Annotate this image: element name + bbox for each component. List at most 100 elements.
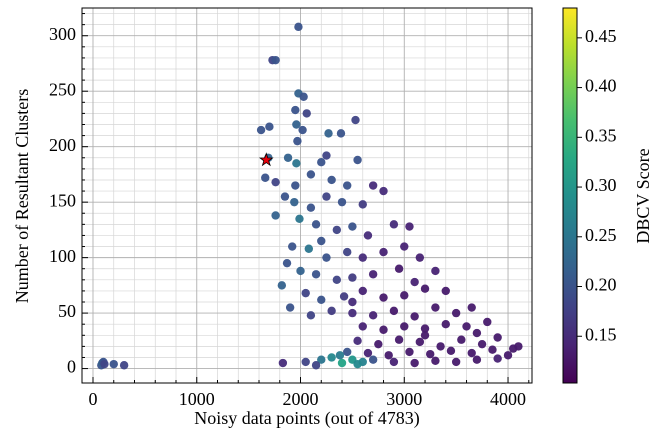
point xyxy=(358,322,367,331)
y-tick-label: 150 xyxy=(49,190,76,210)
point xyxy=(472,328,482,338)
point xyxy=(374,339,383,349)
point xyxy=(317,355,326,364)
point xyxy=(477,339,487,349)
y-tick-label: 50 xyxy=(58,301,76,321)
point xyxy=(317,295,326,304)
y-tick-label: 200 xyxy=(49,135,76,155)
point xyxy=(420,284,430,293)
point xyxy=(394,264,404,273)
plot-frame xyxy=(81,7,533,384)
point xyxy=(298,125,307,135)
point xyxy=(302,109,311,118)
point xyxy=(306,203,316,212)
point xyxy=(348,273,357,282)
point xyxy=(322,253,331,262)
point xyxy=(119,361,129,370)
highlight-star xyxy=(258,152,274,167)
point xyxy=(441,319,450,329)
point xyxy=(327,175,336,185)
point xyxy=(332,275,342,285)
point xyxy=(339,292,349,301)
x-tick-label: 3000 xyxy=(386,389,422,409)
point xyxy=(282,258,292,268)
y-tick-label: 250 xyxy=(49,79,76,99)
point xyxy=(358,286,367,296)
point xyxy=(291,181,300,190)
point xyxy=(100,359,109,369)
point xyxy=(335,351,345,360)
point xyxy=(415,253,425,262)
point xyxy=(368,355,378,364)
point xyxy=(343,181,352,190)
point xyxy=(351,115,360,125)
point xyxy=(436,342,445,351)
point xyxy=(483,317,492,327)
point xyxy=(415,337,425,347)
point xyxy=(304,244,314,253)
point xyxy=(278,358,288,368)
point xyxy=(358,200,367,209)
colorbar-tick-label: 0.15 xyxy=(585,324,617,344)
point xyxy=(348,222,357,231)
point xyxy=(317,236,326,246)
point xyxy=(322,192,331,201)
point xyxy=(306,170,316,179)
point xyxy=(256,125,266,135)
colorbar-tick-label: 0.20 xyxy=(585,275,617,295)
colorbar-tick-label: 0.30 xyxy=(585,175,617,195)
point xyxy=(277,281,287,290)
point xyxy=(410,312,419,321)
point xyxy=(271,55,280,65)
point xyxy=(493,354,502,363)
point xyxy=(261,173,270,182)
point xyxy=(348,297,357,307)
point xyxy=(410,277,419,287)
point xyxy=(384,351,393,360)
point xyxy=(327,353,336,362)
point xyxy=(306,311,316,320)
point xyxy=(431,266,440,276)
x-tick-label: 1000 xyxy=(179,389,215,409)
point xyxy=(451,357,461,367)
colorbar-tick-label: 0.45 xyxy=(585,26,617,46)
point xyxy=(109,359,118,369)
point xyxy=(324,129,333,138)
point xyxy=(368,181,378,190)
point xyxy=(420,324,430,333)
point xyxy=(353,155,362,165)
point xyxy=(368,311,378,320)
point xyxy=(317,158,326,167)
x-tick-label: 4000 xyxy=(490,389,526,409)
point xyxy=(337,197,347,207)
colorbar-label: DBCV Score xyxy=(633,148,653,243)
colorbar-tick-label: 0.40 xyxy=(585,76,617,96)
point xyxy=(400,242,409,251)
point xyxy=(301,288,310,298)
point xyxy=(311,220,321,229)
point xyxy=(451,308,461,318)
point xyxy=(322,151,331,160)
point xyxy=(363,348,373,358)
x-axis-label: Noisy data points (out of 4783) xyxy=(194,408,419,429)
point xyxy=(410,358,419,368)
point xyxy=(348,308,357,318)
point xyxy=(431,356,440,366)
colorbar xyxy=(562,7,578,384)
point xyxy=(336,129,346,138)
point xyxy=(363,231,373,240)
point xyxy=(283,153,293,162)
y-tick-label: 300 xyxy=(49,24,76,44)
point xyxy=(472,355,482,364)
point xyxy=(379,186,388,196)
point xyxy=(327,306,336,316)
point xyxy=(332,225,342,235)
point xyxy=(292,120,301,129)
point xyxy=(271,177,280,187)
point xyxy=(294,22,303,32)
point xyxy=(446,346,456,356)
point xyxy=(441,286,450,296)
point xyxy=(426,349,435,359)
point xyxy=(295,214,304,223)
